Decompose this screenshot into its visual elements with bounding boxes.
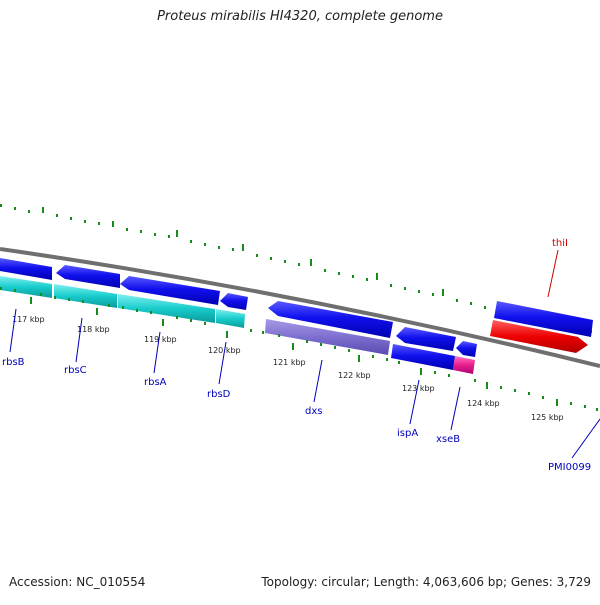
kbp-label-122: 122 kbp [338, 371, 371, 380]
gene-leader-lines [9, 249, 600, 459]
gene-label-xseB[interactable]: xseB [436, 434, 460, 445]
misc-bar-xseB[interactable] [453, 356, 475, 374]
cds-bar-rbsD[interactable] [216, 309, 245, 328]
gene-label-rbsA[interactable]: rbsA [144, 377, 167, 388]
gene-arrow-rbsC-fwd[interactable] [56, 265, 120, 288]
genome-backbone [0, 247, 600, 368]
gene-label-PMI0099[interactable]: PMI0099 [548, 462, 591, 473]
accession-text: Accession: NC_010554 [9, 575, 146, 589]
gene-arrow-rbsD-fwd[interactable] [220, 293, 248, 310]
forward-strand-genes [0, 258, 593, 357]
kbp-label-123: 123 kbp [402, 384, 435, 393]
gene-label-thiI[interactable]: thiI [552, 238, 568, 249]
gene-labels: rbsB rbsC rbsA rbsD dxs ispA xseB PMI009… [2, 238, 591, 473]
gene-label-ispA[interactable]: ispA [397, 428, 418, 439]
kbp-label-125: 125 kbp [531, 413, 564, 422]
gene-arrow-xseB-fwd[interactable] [456, 341, 477, 357]
gene-arrow-rbsA-fwd[interactable] [120, 276, 220, 305]
kbp-label-119: 119 kbp [144, 335, 177, 344]
gene-label-dxs[interactable]: dxs [305, 406, 322, 417]
genome-title: Proteus mirabilis HI4320, complete genom… [157, 9, 443, 24]
kbp-label-121: 121 kbp [273, 358, 306, 367]
inner-tick-ruler [0, 287, 598, 411]
gene-label-rbsD[interactable]: rbsD [207, 389, 231, 400]
rna-arrow-thiI[interactable] [490, 320, 588, 353]
gene-arrow-rbsB-fwd[interactable] [0, 258, 52, 280]
gene-bar-ispA[interactable] [391, 344, 455, 370]
cds-bar-rbsB[interactable] [0, 276, 52, 298]
cds-bar-rbsA[interactable] [118, 294, 215, 323]
pseudo-bar-dxs[interactable] [265, 319, 390, 355]
gene-arrow-ispA-fwd[interactable] [396, 327, 456, 351]
kbp-label-124: 124 kbp [467, 399, 500, 408]
cds-bar-rbsC[interactable] [54, 284, 117, 308]
gene-arrow-dxs-fwd[interactable] [268, 301, 393, 338]
genome-summary-text: Topology: circular; Length: 4,063,606 bp… [261, 575, 591, 589]
gene-label-rbsC[interactable]: rbsC [64, 365, 87, 376]
gene-arrow-thiI-fwd[interactable] [494, 301, 593, 337]
kbp-label-117: 117 kbp [12, 315, 45, 324]
gene-label-rbsB[interactable]: rbsB [2, 357, 25, 368]
kbp-label-118: 118 kbp [77, 325, 110, 334]
feature-strand [0, 276, 588, 374]
